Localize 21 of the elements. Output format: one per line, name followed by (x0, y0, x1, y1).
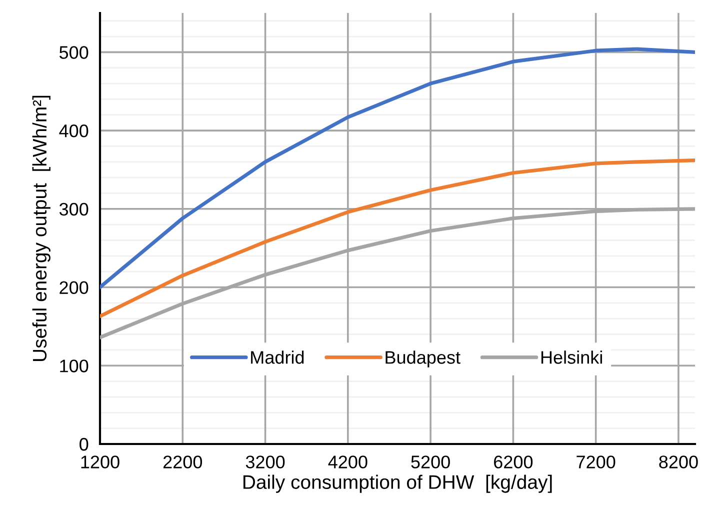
x-tick-label: 6200 (494, 456, 533, 468)
x-tick-label: 3200 (246, 456, 285, 468)
x-tick-label: 7200 (576, 456, 616, 468)
y-tick-label: 100 (60, 360, 88, 372)
x-tick-label: 5200 (411, 456, 450, 468)
y-axis-title: Useful energy output [kWh/m²] (32, 96, 50, 361)
line-series (100, 158, 695, 318)
x-tick-label: 8200 (659, 456, 698, 468)
y-tick-label: 400 (59, 124, 88, 138)
x-tick-label: 4200 (328, 456, 368, 468)
legend-label: Budapest (386, 350, 460, 368)
y-tick-label: 300 (59, 202, 88, 216)
x-axis-title: Daily consumption of DHW [kg/day] (243, 474, 552, 493)
y-tick-label: 200 (60, 281, 88, 294)
y-tick-label: 500 (59, 46, 88, 59)
x-tick-label: 1200 (81, 456, 120, 468)
legend-label: Madrid (251, 350, 304, 364)
line-series (100, 47, 695, 290)
y-tick-label: 0 (80, 438, 88, 451)
legend-label: Helsinki (541, 350, 602, 364)
x-tick-label: 2200 (163, 456, 202, 468)
